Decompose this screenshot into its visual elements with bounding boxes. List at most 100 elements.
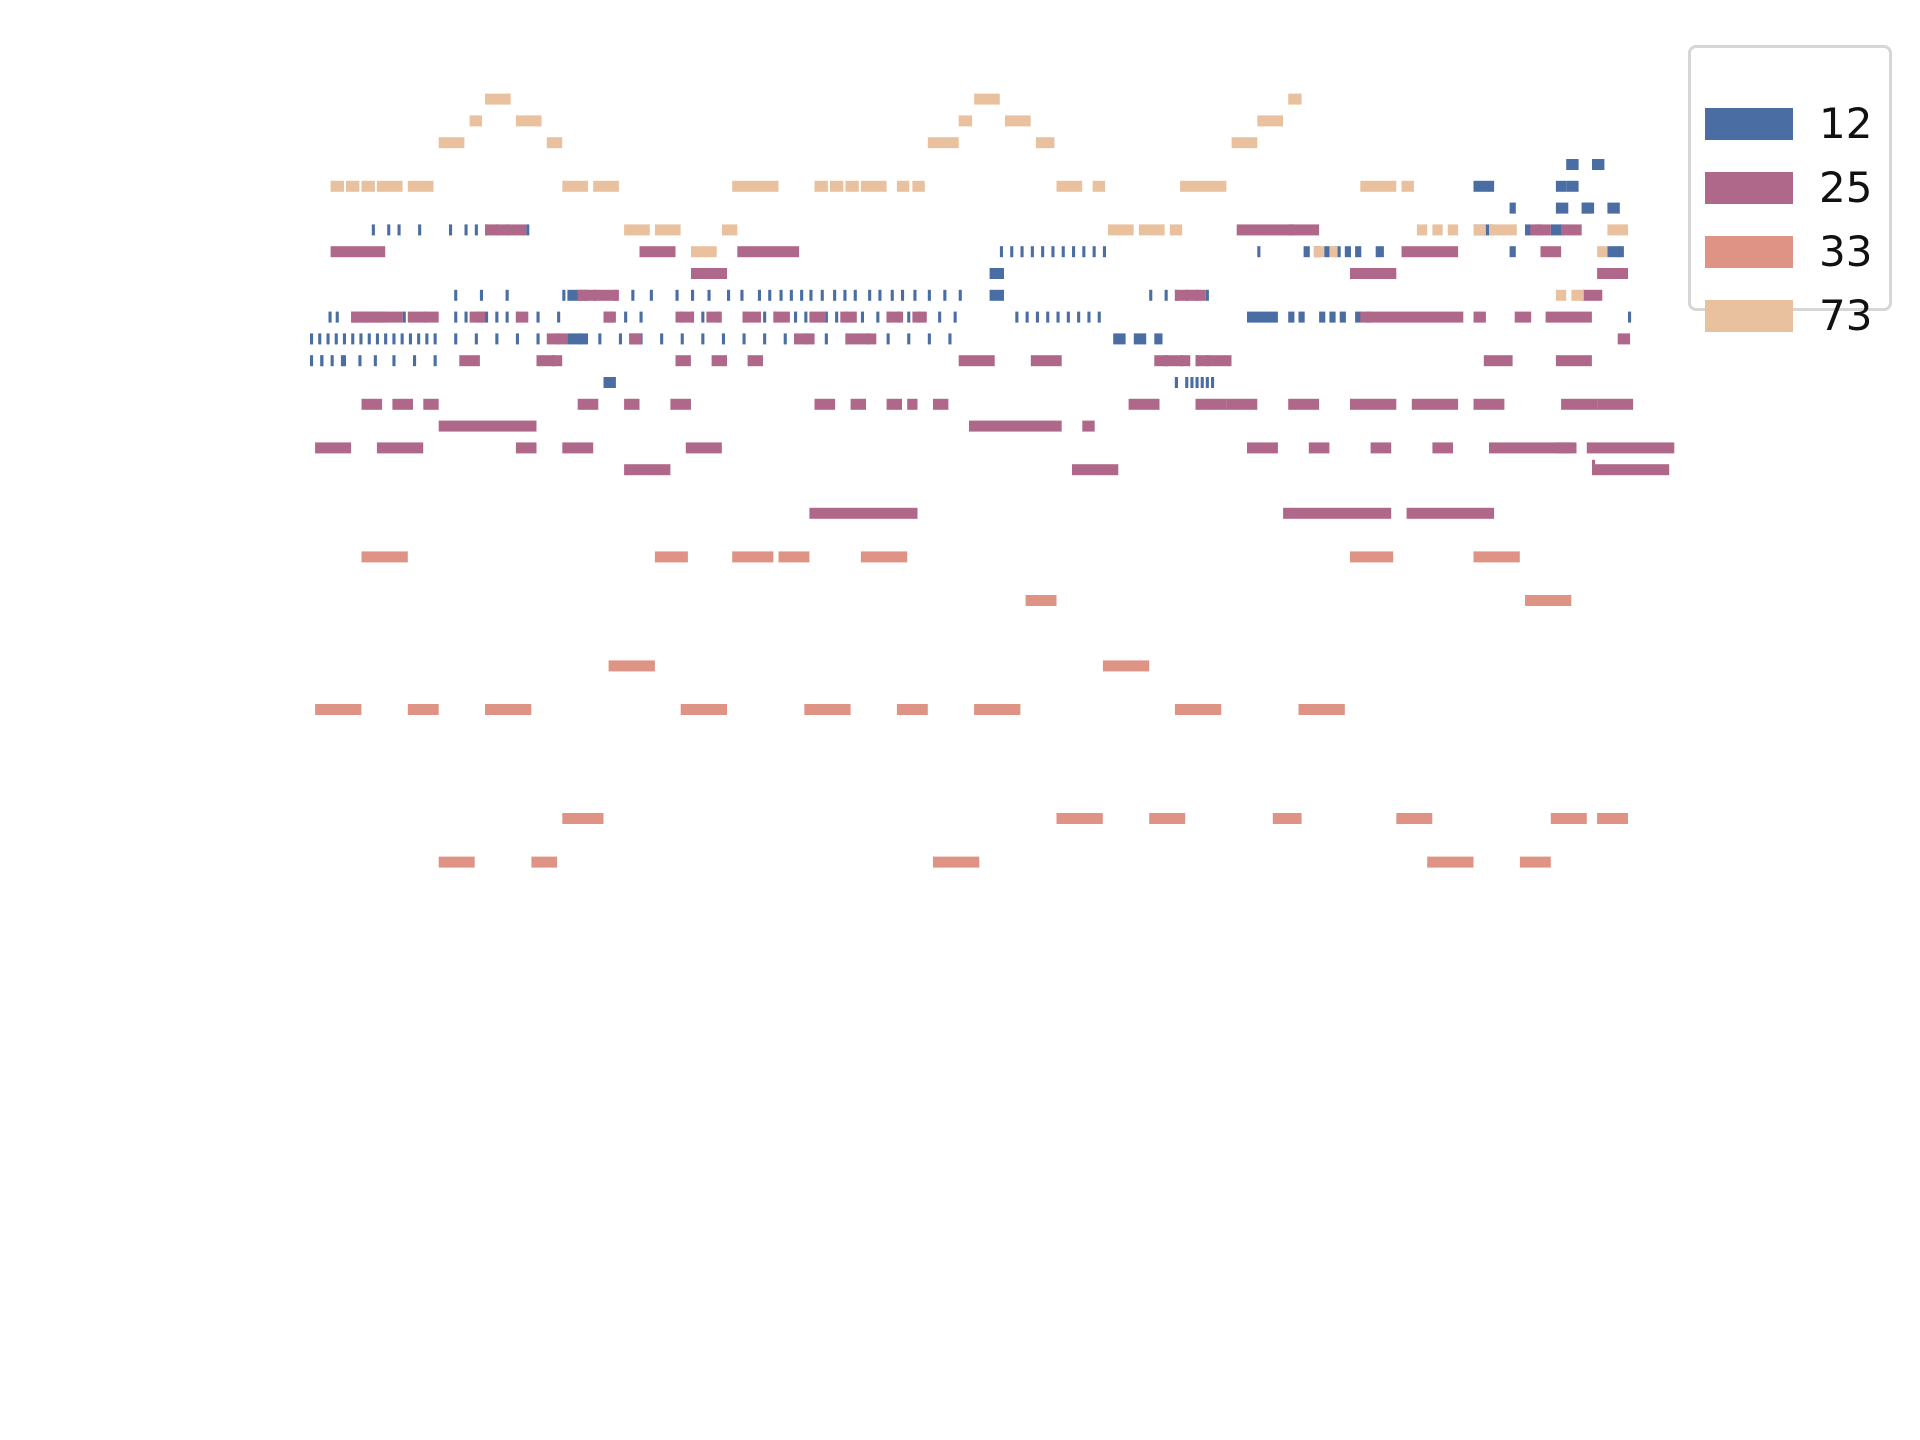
bar-s1-7 [629, 333, 642, 345]
bar-s2-12 [407, 704, 439, 715]
bar-s0-53 [913, 289, 917, 301]
bar-s0-143 [1041, 246, 1045, 258]
bar-s1-76 [1514, 311, 1532, 323]
bar-s0-148 [1092, 246, 1096, 258]
bar-s2-19 [1298, 704, 1345, 715]
bar-s1-85 [1555, 442, 1571, 454]
bar-s1-34 [577, 398, 599, 410]
bar-s0-86 [953, 311, 957, 323]
bar-s0-51 [890, 289, 894, 301]
bar-s0-74 [794, 311, 798, 323]
bar-s0-171 [1211, 377, 1215, 388]
bar-s0-93 [359, 333, 363, 345]
bar-s2-8 [1525, 595, 1572, 606]
bar-s1-88 [1561, 224, 1582, 236]
bar-s1-5 [515, 311, 529, 323]
bar-s0-45 [820, 289, 824, 301]
bar-s0-39 [757, 289, 761, 301]
bar-s1-19 [546, 333, 568, 345]
legend-entry-1: 25 [1691, 166, 1889, 210]
bar-s3-26 [1005, 115, 1031, 127]
bar-s1-32 [392, 398, 413, 410]
bar-s0-80 [876, 311, 880, 323]
bar-s1-8 [675, 311, 694, 323]
bar-s1-3 [407, 311, 439, 323]
bar-s0-130 [330, 355, 334, 367]
bar-s1-16 [351, 311, 383, 323]
bar-s2-15 [804, 704, 851, 715]
bar-s2-20 [562, 813, 604, 824]
bar-s3-40 [1401, 180, 1414, 192]
bar-s0-87 [310, 333, 314, 345]
bar-s1-75 [1473, 311, 1486, 323]
bar-s0-145 [1061, 246, 1065, 258]
bar-s3-18 [830, 180, 844, 192]
bar-s3-46 [1504, 224, 1517, 236]
bar-s1-47 [376, 442, 424, 454]
bar-s0-10 [402, 311, 406, 323]
bar-s2-17 [974, 704, 1021, 715]
bar-s0-151 [1025, 311, 1029, 323]
bar-s1-50 [969, 420, 1062, 432]
bar-s0-83 [907, 311, 911, 323]
bar-s0-95 [375, 333, 379, 345]
bar-s0-118 [763, 333, 767, 345]
bar-s0-177 [1185, 377, 1189, 388]
bar-s0-76 [824, 311, 828, 323]
bar-s3-3 [376, 180, 403, 192]
bar-s0-38 [740, 289, 744, 301]
bar-s0-127 [948, 333, 952, 345]
bar-s0-96 [384, 333, 388, 345]
bar-s0-183 [1319, 311, 1326, 323]
bar-s1-31 [361, 398, 383, 410]
bar-s0-121 [824, 333, 828, 345]
bar-s0-17 [418, 224, 422, 236]
bar-s0-3 [342, 355, 346, 367]
bar-s0-136 [603, 377, 616, 388]
bar-s3-6 [469, 115, 482, 127]
bar-s0-48 [853, 289, 857, 301]
bar-s0-5 [358, 355, 362, 367]
bar-s0-155 [1066, 311, 1070, 323]
bar-s0-153 [1046, 311, 1050, 323]
bar-s0-209 [1555, 202, 1569, 214]
bar-s0-181 [1288, 311, 1295, 323]
bar-s1-44 [624, 464, 671, 476]
bar-s0-91 [342, 333, 346, 345]
bar-s1-62 [1283, 507, 1392, 519]
bar-s0-33 [649, 289, 653, 301]
bar-s3-33 [1180, 180, 1227, 192]
bar-s0-159 [1113, 333, 1126, 345]
bar-s0-141 [1020, 246, 1024, 258]
bar-s0-19 [464, 224, 468, 236]
bar-s0-203 [1550, 224, 1564, 236]
bar-s0-161 [1149, 289, 1153, 301]
bar-s0-110 [598, 333, 602, 345]
bar-s1-56 [1154, 355, 1191, 367]
bar-s1-41 [933, 398, 949, 410]
bar-s3-8 [515, 115, 542, 127]
bar-s1-45 [515, 442, 537, 454]
bar-s0-49 [868, 289, 872, 301]
bar-s0-114 [680, 333, 684, 345]
bar-s0-190 [1303, 246, 1310, 258]
bar-s3-25 [974, 93, 1000, 105]
bar-s1-78 [1617, 333, 1631, 345]
bar-s0-43 [800, 289, 804, 301]
bar-s1-70 [1411, 398, 1459, 410]
bar-s0-204 [1566, 159, 1579, 170]
legend: 12 25 33 73 [1688, 45, 1892, 338]
bar-s3-17 [814, 180, 828, 192]
bar-s0-56 [958, 289, 962, 301]
bar-s1-52 [1072, 464, 1119, 476]
bar-s1-25 [845, 333, 877, 345]
bar-s2-28 [531, 856, 558, 868]
bar-s2-27 [438, 856, 475, 868]
bar-s0-124 [886, 333, 890, 345]
bar-s0-137 [989, 289, 1004, 301]
legend-swatch-0 [1705, 108, 1793, 140]
bar-s3-44 [1473, 224, 1486, 236]
bar-s2-11 [315, 704, 362, 715]
bar-s1-13 [840, 311, 857, 323]
bar-s0-36 [707, 289, 711, 301]
